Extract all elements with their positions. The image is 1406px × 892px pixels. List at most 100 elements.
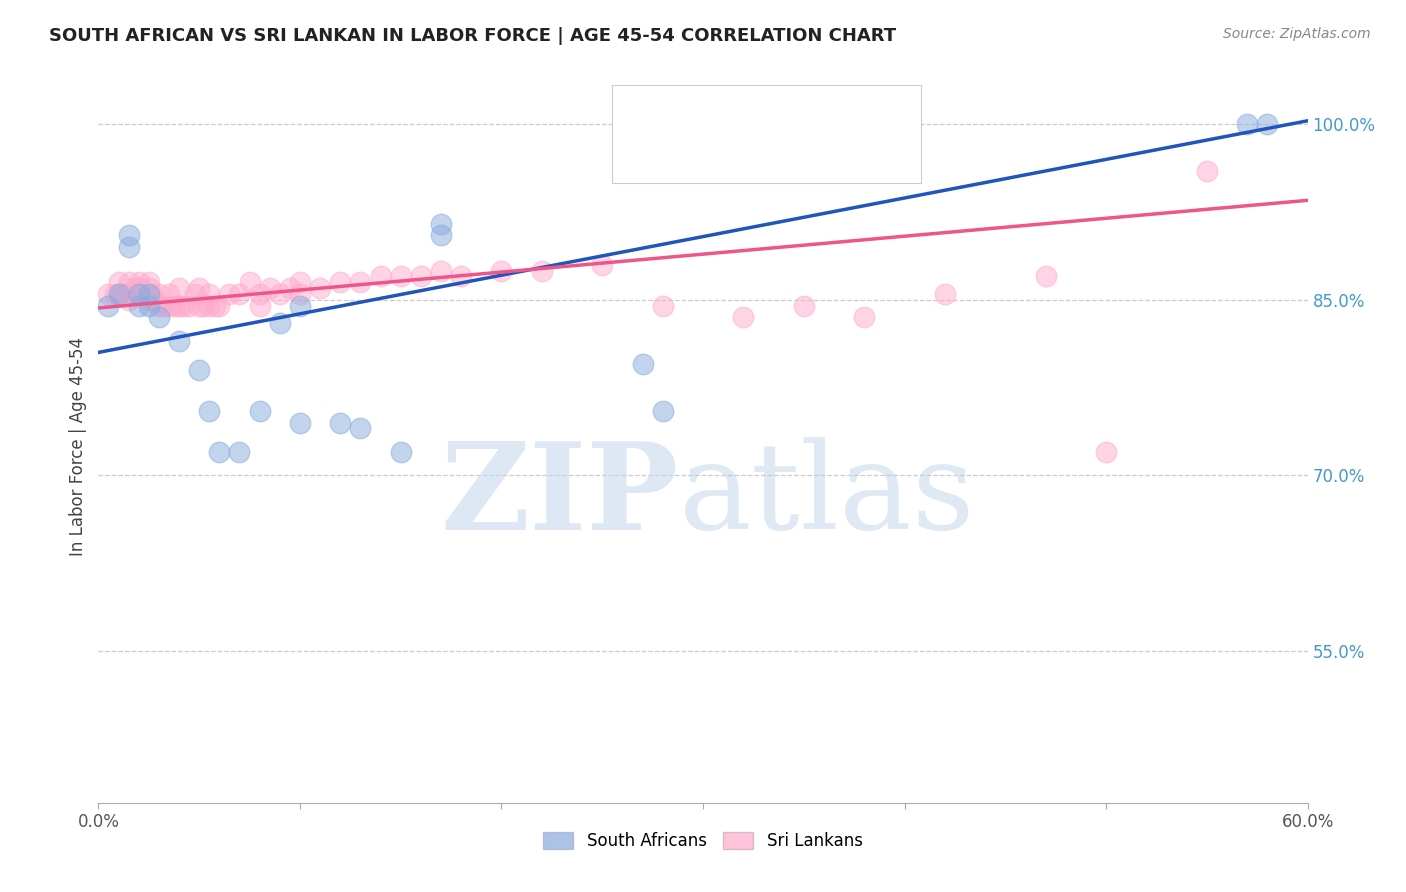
Point xyxy=(118,293,141,307)
Point xyxy=(198,287,221,301)
Point xyxy=(152,299,174,313)
Point xyxy=(118,275,141,289)
Point xyxy=(269,316,291,330)
Point xyxy=(208,299,231,313)
Point xyxy=(733,310,755,325)
Y-axis label: In Labor Force | Age 45-54: In Labor Force | Age 45-54 xyxy=(69,336,87,556)
Point xyxy=(249,404,271,418)
Point xyxy=(143,293,166,307)
Point xyxy=(349,421,371,435)
Point xyxy=(188,281,211,295)
Point xyxy=(188,299,211,313)
Point xyxy=(128,287,150,301)
Point xyxy=(430,228,453,243)
Point xyxy=(1256,117,1278,131)
Point xyxy=(138,293,160,307)
Point xyxy=(138,287,160,301)
Point xyxy=(204,299,226,313)
Text: 27: 27 xyxy=(787,107,813,125)
Text: Source: ZipAtlas.com: Source: ZipAtlas.com xyxy=(1223,27,1371,41)
Point xyxy=(138,281,160,295)
Point xyxy=(184,287,207,301)
Point xyxy=(107,287,129,301)
Point xyxy=(591,258,613,272)
Text: ■: ■ xyxy=(633,161,654,180)
Point xyxy=(430,263,453,277)
Point xyxy=(228,287,250,301)
Point xyxy=(121,287,143,301)
Point xyxy=(329,416,352,430)
Point xyxy=(278,281,301,295)
Point xyxy=(138,275,160,289)
Point xyxy=(157,287,180,301)
Point xyxy=(198,404,221,418)
Point xyxy=(288,416,311,430)
Point xyxy=(198,299,221,313)
Point xyxy=(530,263,553,277)
Point xyxy=(167,281,190,295)
Point xyxy=(107,275,129,289)
Point xyxy=(128,275,150,289)
Point xyxy=(1195,164,1218,178)
Point xyxy=(128,299,150,313)
Point xyxy=(288,299,311,313)
Point xyxy=(288,275,311,289)
Point xyxy=(111,287,134,301)
Point xyxy=(389,269,412,284)
Point xyxy=(218,287,240,301)
Point xyxy=(651,299,673,313)
Point xyxy=(163,299,186,313)
Text: 0.308: 0.308 xyxy=(693,107,751,125)
Point xyxy=(148,299,170,313)
Point xyxy=(172,299,194,313)
Point xyxy=(309,281,332,295)
Point xyxy=(128,287,150,301)
Point xyxy=(167,299,190,313)
Point xyxy=(651,404,673,418)
Text: N =: N = xyxy=(756,163,796,181)
Text: ■: ■ xyxy=(633,104,654,124)
Point xyxy=(107,287,129,301)
Point xyxy=(450,269,472,284)
Text: 0.333: 0.333 xyxy=(693,163,749,181)
Point xyxy=(157,299,180,313)
Point xyxy=(793,299,815,313)
Text: SOUTH AFRICAN VS SRI LANKAN IN LABOR FORCE | AGE 45-54 CORRELATION CHART: SOUTH AFRICAN VS SRI LANKAN IN LABOR FOR… xyxy=(49,27,897,45)
Point xyxy=(179,299,201,313)
Point xyxy=(124,281,146,295)
Point xyxy=(132,287,155,301)
Point xyxy=(1236,117,1258,131)
Point xyxy=(188,363,211,377)
Point xyxy=(249,299,271,313)
Point xyxy=(430,217,453,231)
Point xyxy=(239,275,262,289)
Point xyxy=(1035,269,1057,284)
Point xyxy=(118,287,141,301)
Point xyxy=(853,310,876,325)
Text: N =: N = xyxy=(756,107,796,125)
Point xyxy=(288,287,311,301)
Text: atlas: atlas xyxy=(679,437,976,555)
Point xyxy=(491,263,513,277)
Point xyxy=(370,269,392,284)
Point xyxy=(138,299,160,313)
Point xyxy=(1095,445,1118,459)
Point xyxy=(934,287,956,301)
Point xyxy=(269,287,291,301)
Text: R =: R = xyxy=(661,163,700,181)
Point xyxy=(148,287,170,301)
Point xyxy=(349,275,371,289)
Text: ZIP: ZIP xyxy=(440,437,679,555)
Point xyxy=(167,334,190,348)
Point xyxy=(118,228,141,243)
Point xyxy=(138,287,160,301)
Legend: South Africans, Sri Lankans: South Africans, Sri Lankans xyxy=(536,824,870,859)
Point xyxy=(97,299,120,313)
Point xyxy=(228,445,250,459)
Point xyxy=(148,310,170,325)
Point xyxy=(118,240,141,254)
Point xyxy=(193,299,215,313)
Point xyxy=(329,275,352,289)
Text: 66: 66 xyxy=(787,163,813,181)
Point xyxy=(128,281,150,295)
